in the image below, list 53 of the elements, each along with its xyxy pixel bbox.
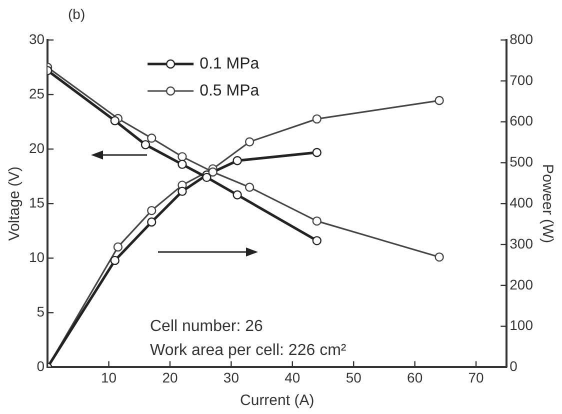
- y-tick-label: 25: [28, 85, 45, 102]
- point: [434, 96, 444, 106]
- y-tick-label: 15: [28, 194, 45, 210]
- point: [147, 217, 156, 227]
- y2-tick-label: 700: [510, 72, 534, 88]
- x-tick-label: 20: [162, 369, 178, 386]
- point: [232, 190, 242, 200]
- y-tick-label: 5: [36, 304, 45, 320]
- y2-axis-title: Poweer (W): [538, 164, 556, 244]
- legend-label: 0.1 MPa: [200, 55, 260, 72]
- point: [312, 114, 322, 124]
- point: [244, 182, 254, 192]
- point: [244, 137, 254, 146]
- annotation: Work area per cell: 226 cm²: [150, 342, 346, 360]
- point: [110, 116, 120, 126]
- x-tick-label: 60: [407, 369, 423, 386]
- x-tick-label: 30: [223, 369, 240, 386]
- y2-tick-label: 0: [510, 358, 518, 374]
- point: [147, 134, 156, 143]
- point: [434, 252, 444, 262]
- y2-tick-label: 400: [510, 194, 534, 210]
- point: [110, 256, 120, 266]
- legend-label: 0.5 MPa: [200, 82, 260, 100]
- x-tick-label: 70: [468, 369, 484, 386]
- y-tick-label: 10: [28, 248, 45, 265]
- y2-tick-label: 100: [510, 317, 534, 334]
- y-tick-label: 20: [28, 140, 45, 156]
- y-axis-title: Voltage (V): [6, 166, 24, 241]
- annotation: Cell number: 26: [150, 318, 263, 336]
- point: [113, 242, 123, 252]
- point: [202, 172, 212, 182]
- point: [140, 140, 150, 150]
- point: [178, 152, 187, 162]
- x-tick-label: 10: [100, 369, 117, 386]
- y2-tick-label: 200: [510, 276, 534, 292]
- point: [147, 206, 156, 216]
- point: [178, 186, 187, 196]
- point: [312, 236, 322, 246]
- y-tick-label: 30: [28, 30, 45, 47]
- point: [312, 148, 322, 158]
- x-tick-label: 40: [284, 369, 300, 386]
- x-axis-title: Current (A): [240, 392, 314, 410]
- x-tick-label: 50: [346, 369, 362, 386]
- y-tick-label: 0: [36, 358, 45, 374]
- text: (b): [68, 6, 86, 22]
- y2-tick-label: 500: [510, 154, 534, 170]
- point: [208, 167, 218, 177]
- y2-tick-label: 600: [510, 112, 534, 129]
- y2-tick-label: 800: [510, 30, 534, 47]
- point: [232, 156, 242, 166]
- point: [178, 160, 187, 169]
- point: [312, 216, 322, 226]
- y2-tick-label: 300: [510, 235, 534, 252]
